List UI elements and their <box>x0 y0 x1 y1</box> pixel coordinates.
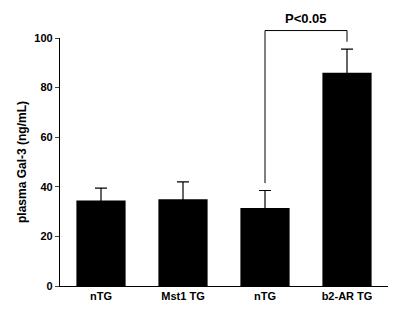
svg-text:P<0.05: P<0.05 <box>285 11 327 26</box>
svg-text:80: 80 <box>40 81 52 93</box>
svg-text:60: 60 <box>40 131 52 143</box>
svg-text:plasma Gal-3 (ng/mL): plasma Gal-3 (ng/mL) <box>15 101 29 223</box>
svg-text:0: 0 <box>47 280 53 292</box>
svg-text:nTG: nTG <box>254 290 276 302</box>
svg-text:b2-AR TG: b2-AR TG <box>322 290 373 302</box>
svg-text:40: 40 <box>40 181 52 193</box>
svg-text:20: 20 <box>40 230 52 242</box>
svg-text:Mst1 TG: Mst1 TG <box>161 290 204 302</box>
svg-text:nTG: nTG <box>90 290 112 302</box>
svg-text:100: 100 <box>34 32 52 44</box>
